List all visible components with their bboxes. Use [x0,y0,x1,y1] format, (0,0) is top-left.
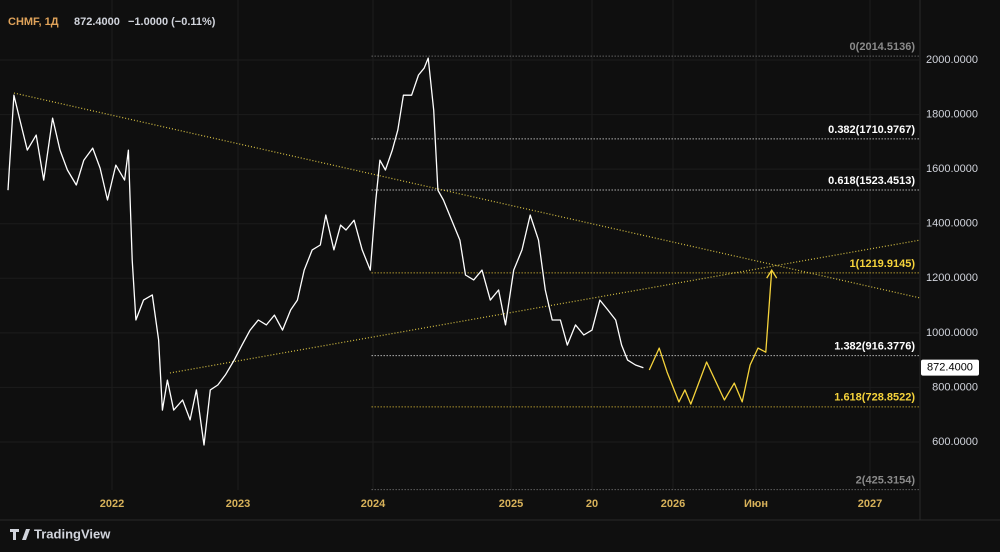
x-tick-label: 2025 [499,498,523,510]
header-price: 872.4000 [74,16,120,28]
y-tick-label: 1800.0000 [926,108,978,120]
fib-label: 0(2014.5136) [850,41,916,53]
last-price-label: 872.4000 [927,362,973,374]
x-tick-label: 2022 [100,498,124,510]
x-tick-label: 2027 [858,498,882,510]
logo-icon [10,529,30,540]
price-line [7,57,644,446]
trendline [169,239,921,374]
fib-label: 0.618(1523.4513) [828,175,915,187]
y-tick-label: 1200.0000 [926,272,978,284]
plot: 600.0000 800.0000 1000.0000 1200.0000 1400.0… [0,0,979,510]
y-tick-label: 1000.0000 [926,327,978,339]
x-tick-label: 2023 [226,498,250,510]
x-tick-label: 2026 [661,498,685,510]
fib-label: 1(1219.9145) [850,258,916,270]
brand: TradingView [34,526,111,541]
y-tick-label: 1600.0000 [926,163,978,175]
x-tick-label: 2024 [361,498,386,510]
x-tick-label: Июн [744,498,768,510]
y-tick-label: 800.0000 [932,381,978,393]
x-tick-label: 20 [586,498,598,510]
symbol: CHMF, 1Д [8,16,59,28]
y-tick-label: 1400.0000 [926,218,978,230]
logo: TradingView [10,526,111,541]
trendline [13,92,921,299]
fib-label: 0.382(1710.9767) [828,124,915,136]
last-price-box [921,359,979,376]
price-line [648,270,773,405]
y-tick-label: 600.0000 [932,436,978,448]
header-change: −1.0000 (−0.11%) [128,16,216,28]
fib-label: 2(425.3154) [856,475,916,487]
arrow-head [766,268,778,279]
y-tick-label: 2000.0000 [926,54,978,66]
fib-label: 1.382(916.3776) [834,341,915,353]
fib-label: 1.618(728.8522) [834,392,915,404]
